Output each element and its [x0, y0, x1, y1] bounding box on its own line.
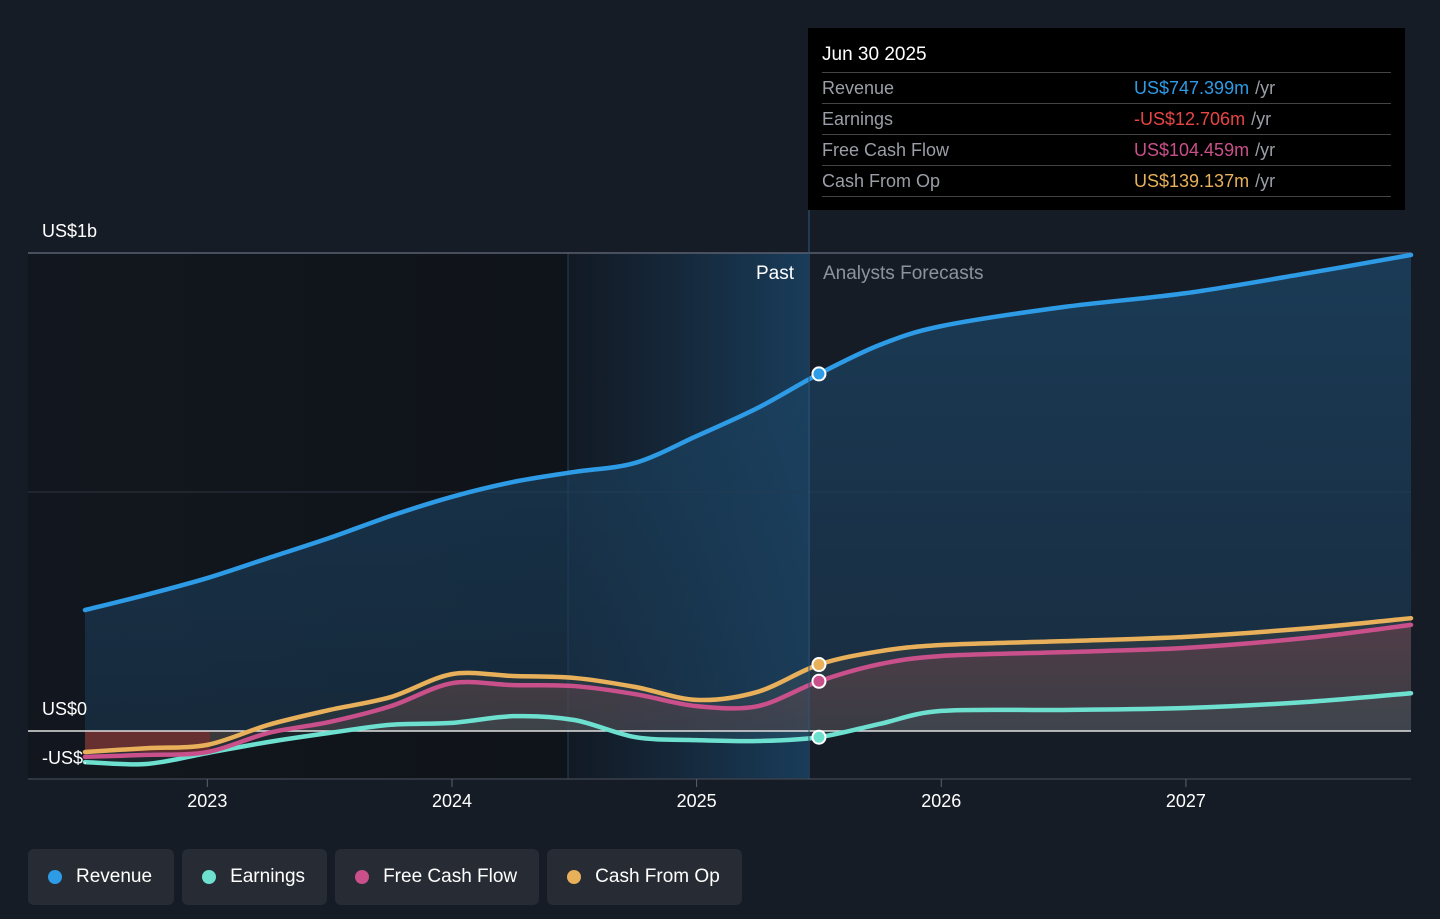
series-lines [82, 252, 1414, 767]
tooltip-label: Free Cash Flow [822, 139, 950, 160]
tooltip-row-revenue: Revenue US$747.399m /yr [822, 72, 1391, 103]
legend-item-earnings[interactable]: Earnings [182, 849, 328, 905]
tooltip-value: US$747.399m [1134, 77, 1250, 98]
forecast-label: Analysts Forecasts [823, 263, 984, 284]
tooltip-unit: /yr [1255, 139, 1276, 160]
tooltip-unit: /yr [1255, 77, 1276, 98]
y-tick-label-top: US$1b [42, 221, 98, 241]
x-tick-label-2023: 2023 [187, 791, 228, 811]
tooltip-label: Earnings [822, 108, 894, 129]
cash-from-op-line [82, 615, 1414, 755]
legend-item-free-cash-flow[interactable]: Free Cash Flow [335, 849, 540, 905]
tooltip-value: -US$12.706m [1134, 108, 1246, 129]
earnings-line [82, 690, 1414, 767]
cash-from-op-marker [811, 657, 827, 673]
x-tick-label-2027: 2027 [1165, 791, 1206, 811]
earnings-marker [811, 729, 827, 745]
legend-item-revenue[interactable]: Revenue [28, 849, 175, 905]
legend-item-cash-from-op[interactable]: Cash From Op [547, 849, 742, 905]
revenue-line [82, 252, 1414, 613]
legend-dot-icon [567, 870, 582, 884]
legend: Revenue Earnings Free Cash Flow Cash Fro… [28, 849, 742, 905]
past-label: Past [755, 263, 794, 284]
tooltip-label: Cash From Op [822, 170, 941, 191]
tooltip-unit: /yr [1251, 108, 1272, 129]
x-axis-ticks [206, 779, 1187, 787]
tooltip: Jun 30 2025 Revenue US$747.399m /yr Earn… [808, 28, 1405, 210]
tooltip-unit: /yr [1255, 170, 1276, 191]
x-tick-label-2026: 2026 [921, 791, 962, 811]
x-tick-label-2024: 2024 [431, 791, 472, 811]
tooltip-label: Revenue [822, 77, 895, 98]
tooltip-value: US$104.459m [1134, 139, 1250, 160]
legend-dot-icon [48, 870, 62, 884]
legend-dot-icon [202, 870, 217, 884]
tooltip-date: Jun 30 2025 [822, 44, 927, 65]
free-cash-flow-marker [811, 673, 827, 689]
legend-label: Revenue [76, 866, 153, 887]
x-tick-label-2025: 2025 [676, 791, 717, 811]
y-tick-label-zero: US$0 [42, 699, 88, 719]
tooltip-row-cash-from-op: Cash From Op US$139.137m /yr [822, 165, 1391, 197]
tooltip-row-free-cash-flow: Free Cash Flow US$104.459m /yr [822, 134, 1391, 165]
legend-label: Cash From Op [595, 866, 720, 887]
revenue-area [85, 254, 1411, 732]
free-cash-flow-line [82, 622, 1414, 760]
legend-label: Earnings [230, 866, 306, 887]
legend-label: Free Cash Flow [383, 866, 518, 887]
highlight-markers [811, 366, 827, 745]
tooltip-value: US$139.137m [1134, 170, 1250, 191]
legend-dot-icon [355, 870, 370, 884]
revenue-marker [811, 366, 827, 382]
tooltip-row-earnings: Earnings -US$12.706m /yr [822, 103, 1391, 134]
y-tick-label-negative: -US$... [42, 748, 86, 768]
